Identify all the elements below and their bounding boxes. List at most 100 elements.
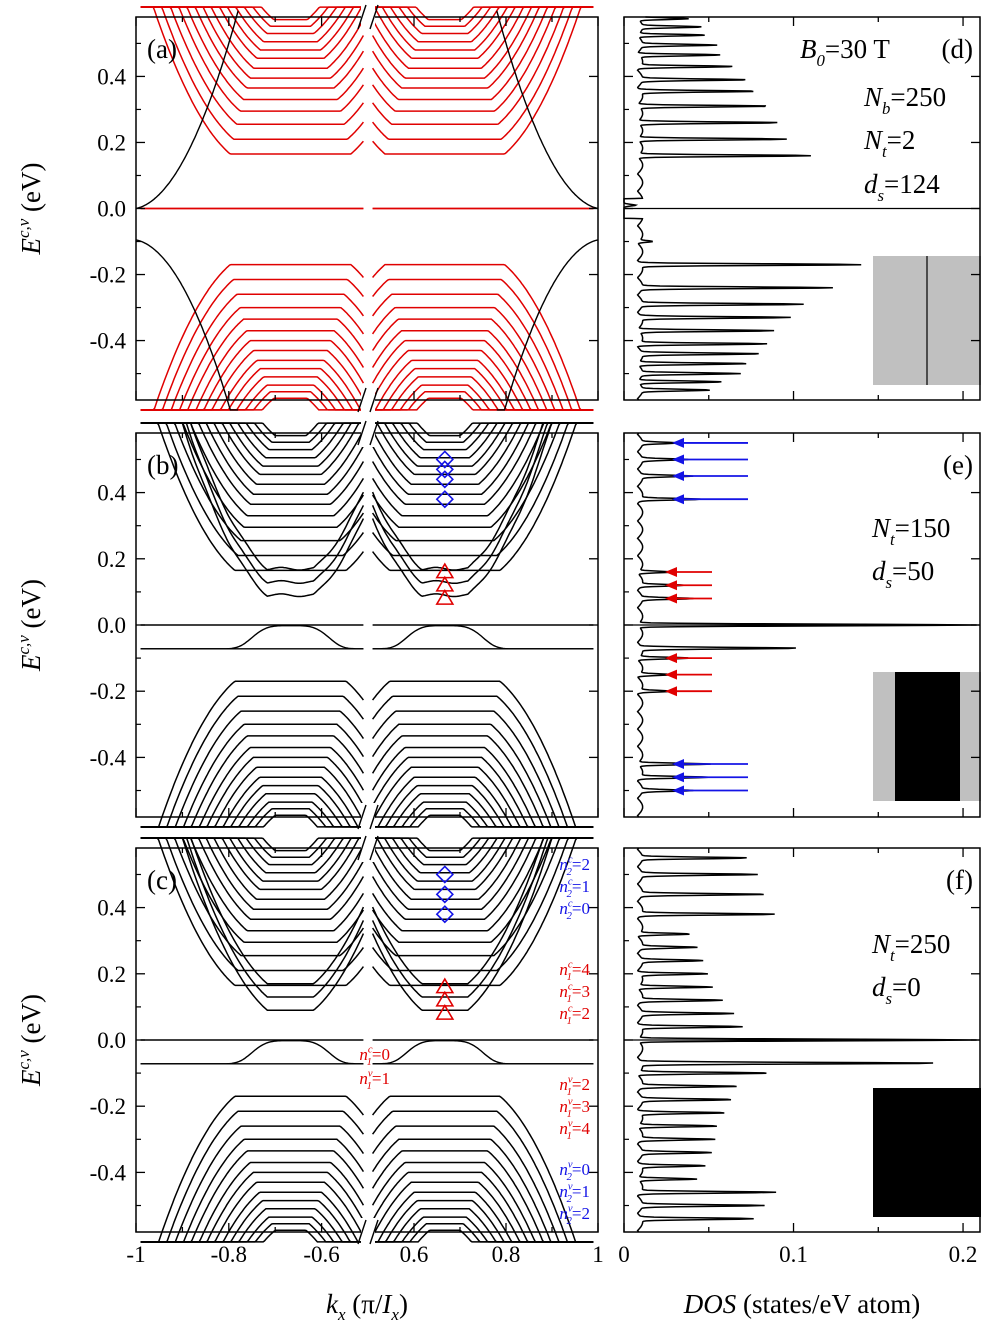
landau-subband-conduction [140,6,365,126]
axis-break-mark [357,420,367,446]
landau-subband-conduction [371,6,594,112]
hump-band [140,625,364,650]
red-arrow-head [665,686,677,697]
subband-valence [371,735,594,828]
axis-break-mark [357,804,367,830]
axis-break-mark [369,835,379,861]
panel-label-c: (c) [147,865,177,895]
y-tick-label: 0.2 [97,547,126,572]
x-tick-label: 0.8 [492,1242,521,1267]
subband-conduction-inner [371,422,594,585]
subband-conduction [371,422,594,542]
subband-valence [371,695,594,828]
diamond-marker [435,460,454,479]
param-nt: Nt=250 [871,929,950,965]
qnum-label-blue: nc 2=2 [559,854,590,878]
qnum-label-blue: nc 2=1 [559,876,590,900]
axis-break-mark [357,387,367,413]
landau-subband-valence [140,376,364,411]
subband-conduction [371,422,594,529]
subband-valence [140,695,365,828]
subband-valence [371,723,594,828]
landau-subband-conduction [140,6,364,140]
x-axis-title-kx: kx (π/Ix) [326,1289,408,1324]
y-tick-label: -0.4 [90,329,127,354]
landau-subband-valence [372,278,594,411]
subband-conduction [140,837,364,987]
landau-subband-valence [140,329,365,411]
axis-break-mask [361,834,375,862]
triangle-marker [435,1003,455,1020]
blue-arrow-head [672,759,684,770]
y-tick-label: 0.0 [97,197,126,222]
triangle-marker [435,977,455,994]
subband-valence [140,1138,365,1243]
x-axis-title-dos: DOS (states/eV atom) [683,1289,920,1319]
axis-break-mark [369,420,379,446]
landau-subband-valence [140,278,364,411]
red-arrow-head [665,593,677,604]
y-tick-label: -0.2 [90,1094,126,1119]
y-tick-label: -0.2 [90,263,126,288]
text-layer: -0.4 -0.2 0.0 0.2 0.4 -0.4 -0.2 0.0 0.2 0.4 -0.4 -0… [14,34,977,1324]
subband-conduction-inner [371,837,594,985]
axis-break-mark [369,804,379,830]
subband-valence [140,1229,364,1243]
diamond-marker [435,450,454,469]
subband-valence [140,1110,365,1243]
panel-label-f: (f) [946,865,973,895]
landau-subband-valence [372,376,594,411]
inset-ribbon-f [873,1088,981,1217]
landau-subband-valence [372,263,594,411]
subband-valence [371,1125,594,1243]
axis-break-mark [369,387,379,413]
subband-conduction [372,837,594,987]
landau-subband-conduction [140,6,364,21]
panel-label-d: (d) [942,34,973,64]
axis-break-mark [369,1219,379,1245]
triangle-marker [435,562,455,579]
landau-subband-conduction [372,6,594,43]
inset-ribbon-e-core [895,672,960,801]
subband-valence [140,710,365,828]
dos-layer [623,16,981,1233]
hump-band [372,1039,594,1065]
subband-conduction-inner [140,837,365,1011]
axis-break-mask [361,419,375,447]
subband-valence [372,1229,594,1243]
subband-valence [371,1110,594,1243]
landau-subband-conduction [372,6,594,21]
diamond-marker [435,905,454,924]
qnum-label-red: nv 1=1 [359,1068,390,1092]
param-nt: Nt=2 [863,125,915,161]
param-nb: Nb=250 [863,82,946,118]
axis-break-mask [361,803,375,831]
subband-valence [372,807,594,828]
x-tick-label: 0.6 [400,1242,429,1267]
diamond-marker [435,865,454,884]
landau-subband-valence [140,306,365,411]
x-tick-label: 0 [618,1242,630,1267]
axis-break-mark [357,1219,367,1245]
y-axis-title-text: Ec,v (eV) [14,994,46,1087]
outer-conduction-band [135,10,239,210]
x-tick-label: -0.8 [211,1242,247,1267]
panel-label-b: (b) [147,450,178,480]
subband-valence [371,680,594,828]
y-axis-title: Ec,v (eV) [14,162,46,255]
blue-arrow-head [672,471,684,482]
y-axis-title: Ec,v (eV) [14,579,46,672]
axis-break-mark [369,4,379,30]
subband-valence [371,710,594,828]
subband-conduction [140,422,364,572]
subband-valence [372,1222,594,1243]
x-tick-label: 0.2 [949,1242,978,1267]
subband-valence [140,1222,364,1243]
subband-valence [140,680,365,828]
qnum-label-red: nv 1=2 [559,1074,590,1098]
qnum-label-red: nc 1=4 [559,959,590,983]
x-tick-label: 0.1 [779,1242,808,1267]
qnum-label-red: nc 1=0 [359,1044,390,1068]
qnum-label-blue: nv 2=1 [559,1181,590,1205]
landau-subband-conduction [371,6,594,126]
